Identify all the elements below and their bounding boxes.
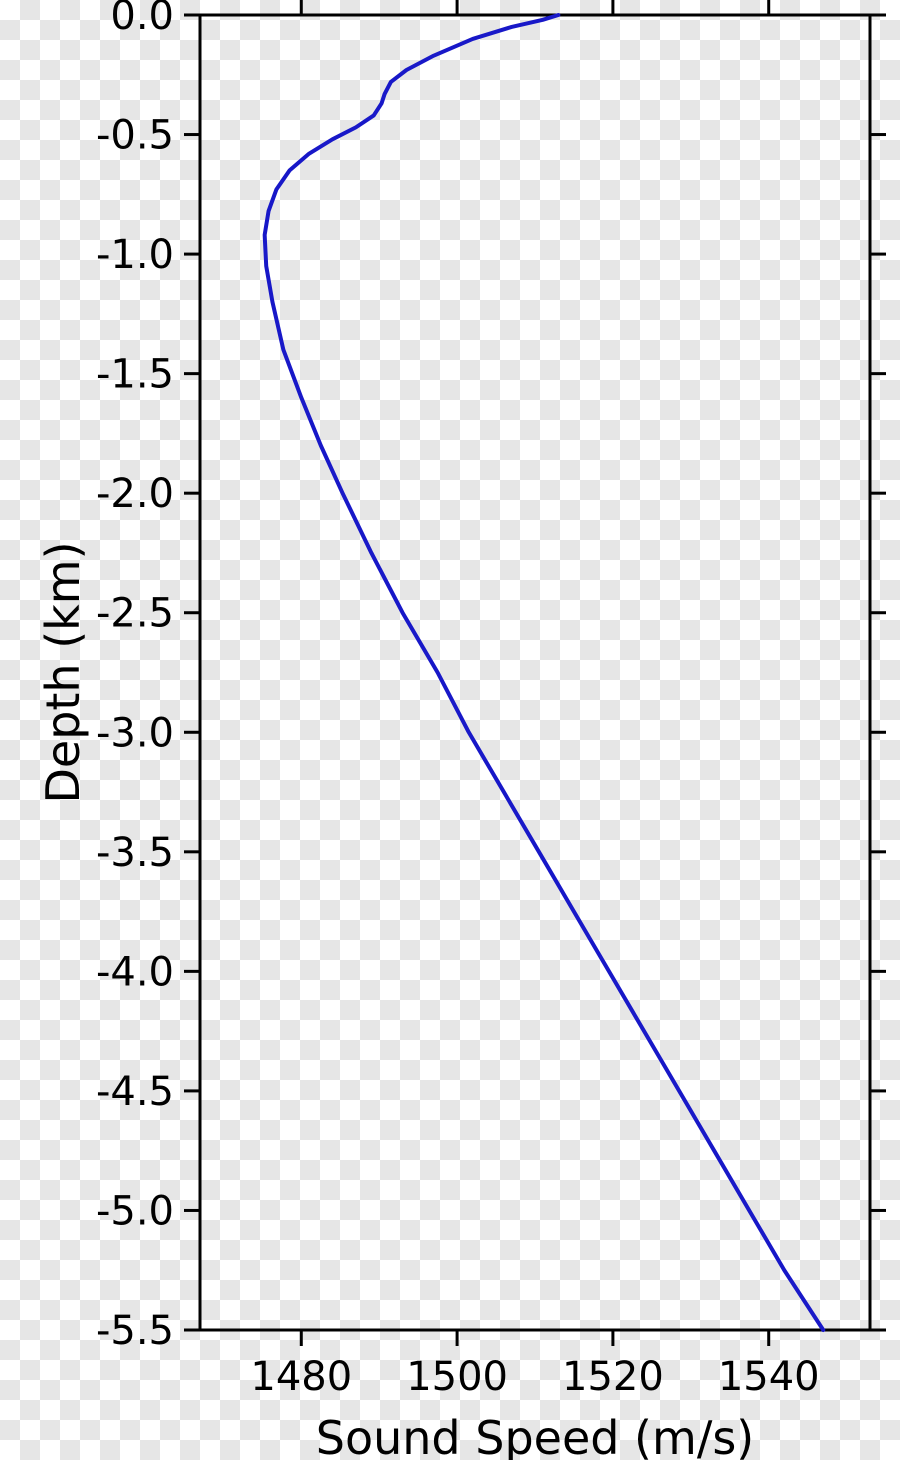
x-tick-label: 1520 bbox=[562, 1354, 664, 1400]
y-tick-label: -0.5 bbox=[96, 113, 174, 159]
x-axis-tick-labels: 1480 1500 1520 1540 bbox=[250, 1354, 819, 1400]
x-axis-label: Sound Speed (m/s) bbox=[316, 1411, 754, 1460]
plot-frame bbox=[200, 15, 870, 1330]
y-axis-label: Depth (km) bbox=[36, 541, 90, 803]
x-axis-ticks bbox=[301, 0, 768, 1346]
y-tick-label: -2.5 bbox=[96, 591, 174, 637]
x-tick-label: 1540 bbox=[718, 1354, 820, 1400]
sound-speed-profile-line bbox=[265, 15, 824, 1330]
y-axis-ticks bbox=[184, 15, 886, 1330]
x-tick-label: 1480 bbox=[250, 1354, 352, 1400]
y-tick-label: -4.0 bbox=[96, 949, 174, 995]
y-tick-label: -1.0 bbox=[96, 232, 174, 278]
chart-page: 1480 1500 1520 1540 0.0 -0.5 -1.0 -1.5 -2.0 -2.5… bbox=[0, 0, 900, 1460]
y-tick-label: -5.5 bbox=[96, 1308, 174, 1354]
y-tick-label: -3.5 bbox=[96, 830, 174, 876]
y-tick-label: -2.0 bbox=[96, 471, 174, 517]
y-tick-label: -5.0 bbox=[96, 1188, 174, 1234]
y-tick-label: -1.5 bbox=[96, 352, 174, 398]
y-tick-label: 0.0 bbox=[110, 0, 174, 39]
sound-speed-depth-chart: 1480 1500 1520 1540 0.0 -0.5 -1.0 -1.5 -2.0 -2.5… bbox=[0, 0, 900, 1460]
x-tick-label: 1500 bbox=[406, 1354, 508, 1400]
y-axis-tick-labels: 0.0 -0.5 -1.0 -1.5 -2.0 -2.5 -3.0 -3.5 -4.0 -4.5 -… bbox=[96, 0, 174, 1354]
y-tick-label: -3.0 bbox=[96, 710, 174, 756]
y-tick-label: -4.5 bbox=[96, 1069, 174, 1115]
